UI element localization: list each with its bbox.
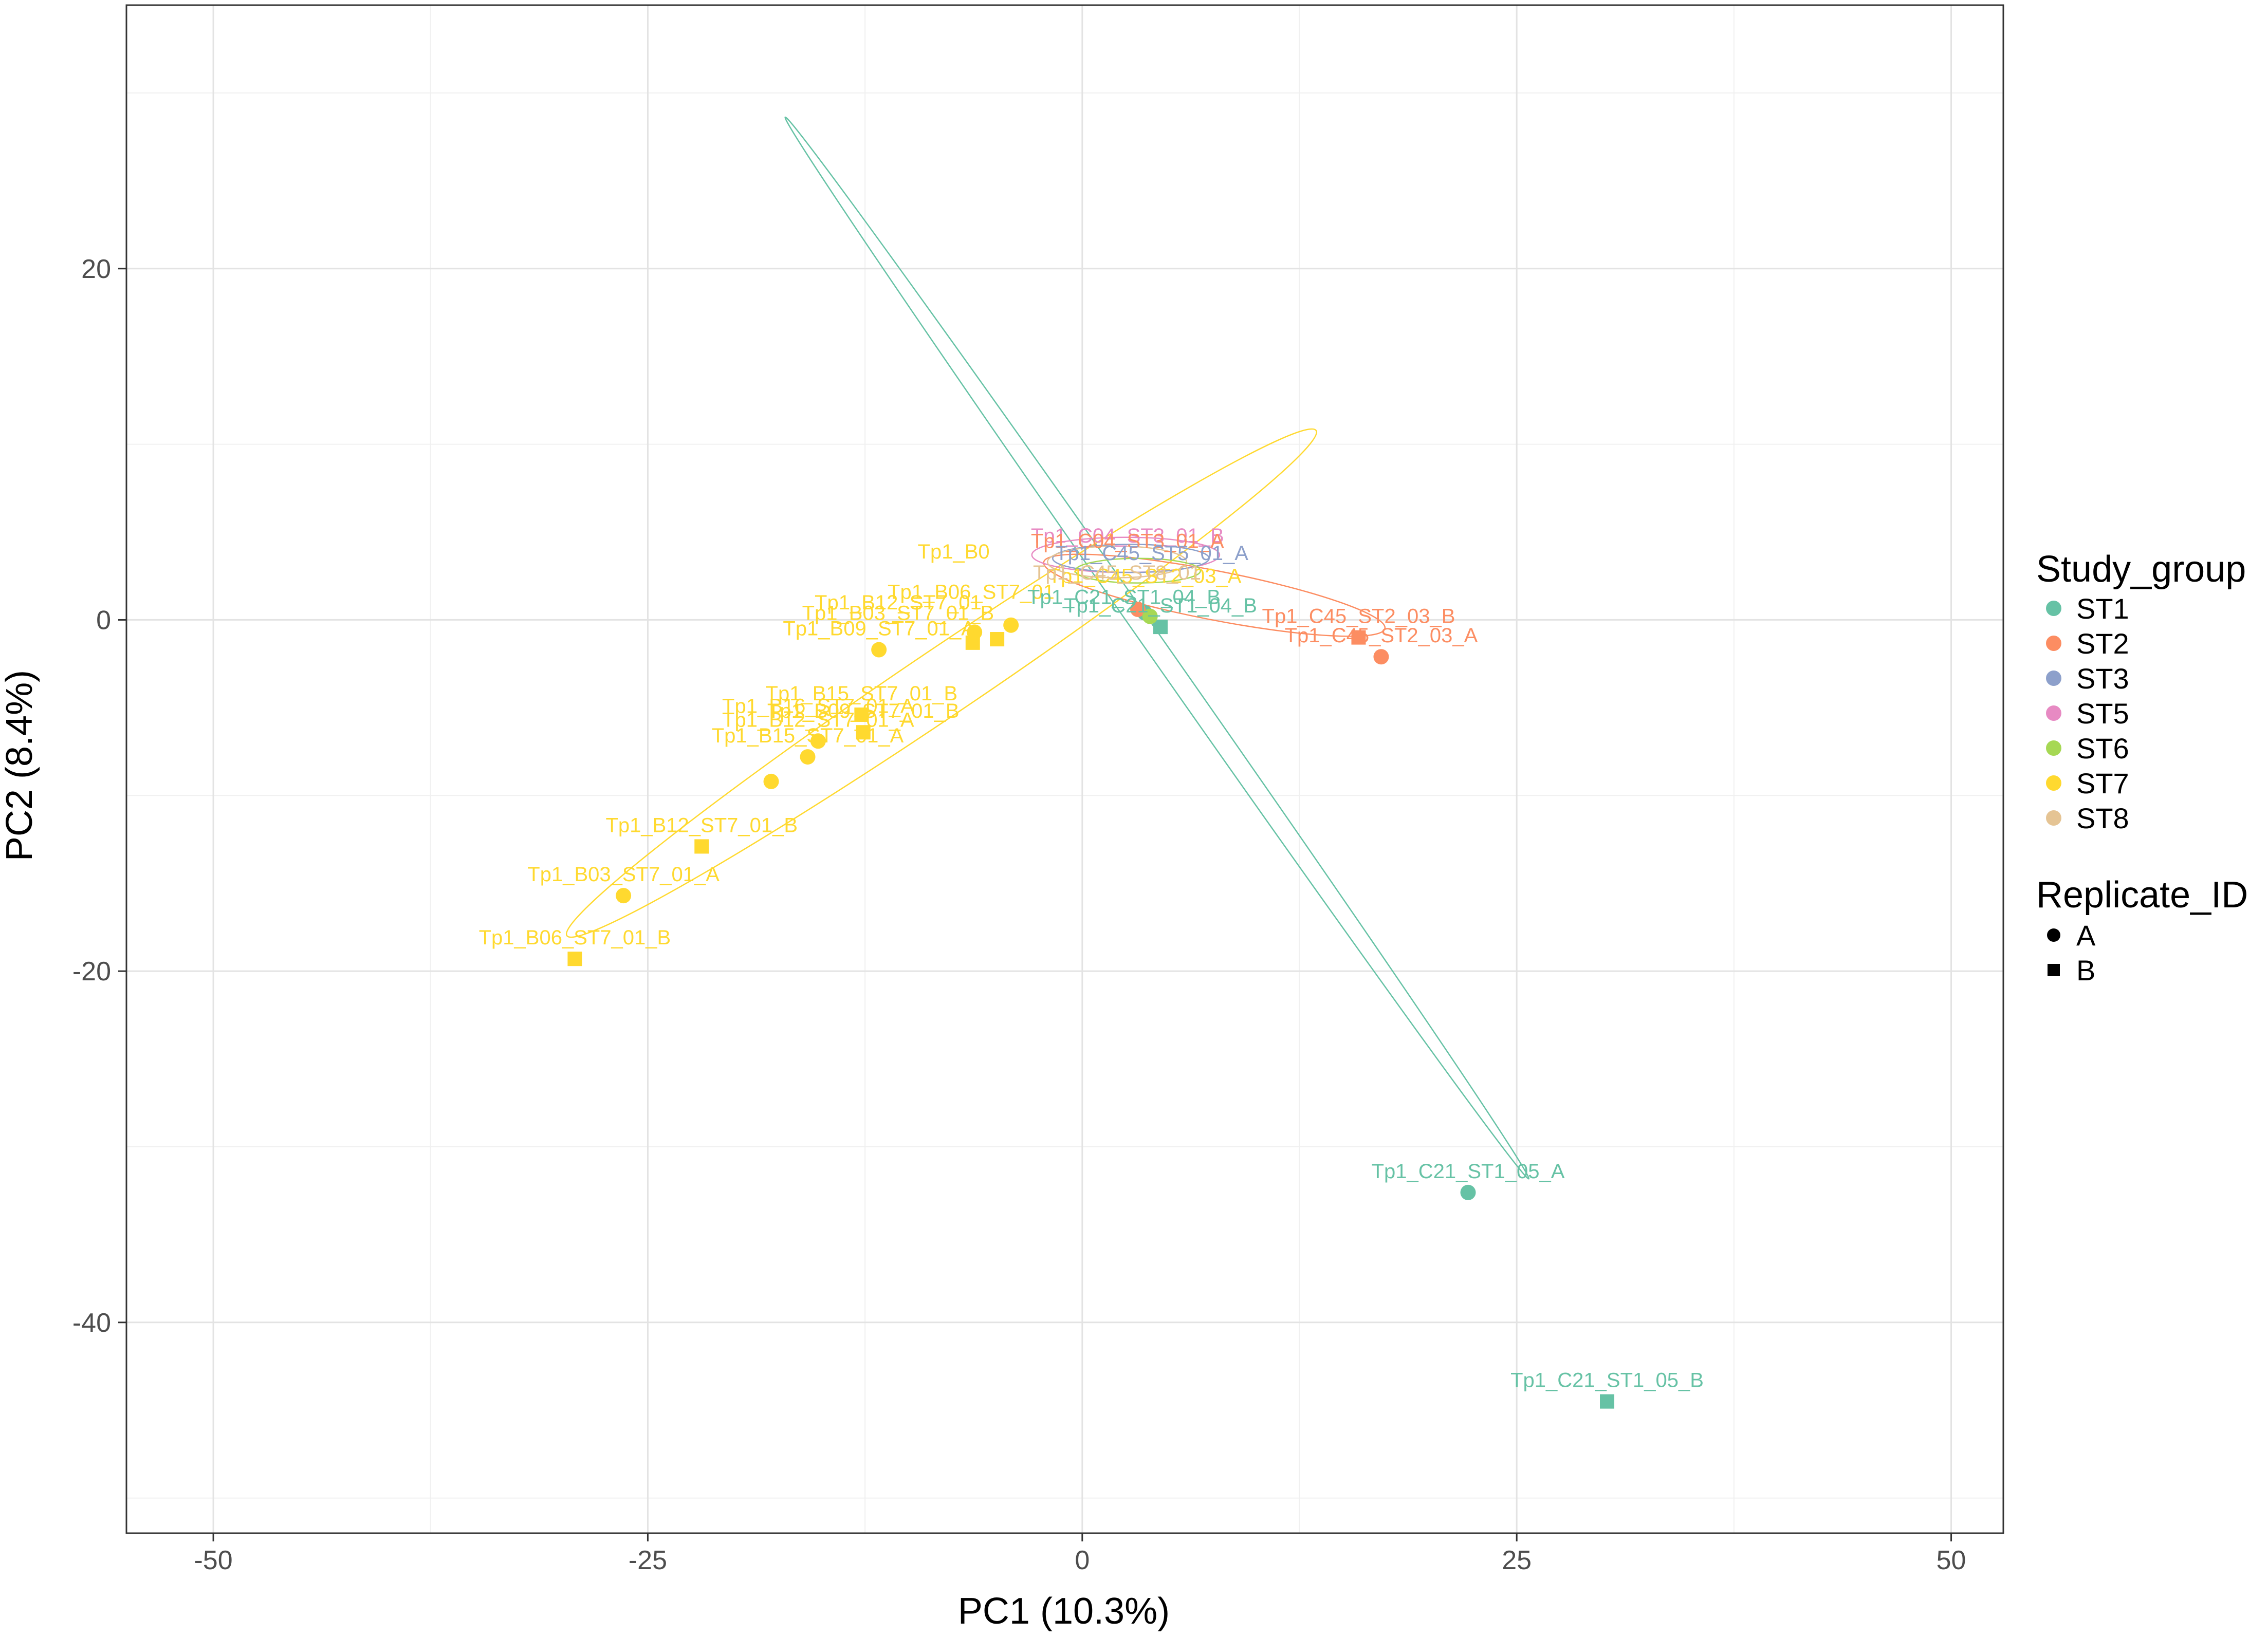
data-point-square — [856, 725, 871, 740]
cluster-label: Tp1_C04_ST3_01_A — [1031, 530, 1224, 552]
ellipse-st7 — [565, 428, 1317, 938]
data-points — [567, 601, 1615, 1409]
point-label: Tp1_B12_ST7_01_B — [605, 814, 798, 836]
data-point-circle — [967, 624, 983, 640]
axes: -50 -25 0 25 50 -40 -20 0 20 — [72, 254, 1966, 1575]
cluster-label: Tp1_C45_ST8_01 — [1033, 562, 1201, 584]
cluster-label: Tp1_C04_ST3_01_B — [1031, 525, 1224, 547]
data-point-square — [1153, 620, 1168, 635]
data-point-circle — [616, 888, 632, 904]
data-point-square — [1600, 1394, 1615, 1409]
cluster-label: Tp1_C21_ST1_04_B — [1027, 586, 1221, 609]
legend-label: ST8 — [2076, 802, 2129, 834]
grid-lines — [126, 5, 2003, 1533]
cluster-label: Tp1_B12_ST7_01 — [815, 591, 982, 614]
data-point-square — [854, 708, 869, 722]
legend-label: ST5 — [2076, 697, 2129, 730]
legend-label: ST3 — [2076, 662, 2129, 695]
legend-label: ST6 — [2076, 732, 2129, 765]
data-point-square — [694, 839, 709, 854]
plot-panel-border — [125, 4, 2004, 1534]
point-label: Tp1_B06_ST7_01_B — [479, 926, 671, 949]
data-point-circle — [1003, 617, 1019, 633]
point-label: Tp1_C45_ST2_03_B — [1262, 605, 1455, 628]
data-point-circle — [810, 733, 826, 749]
ellipse-st8 — [1046, 545, 1187, 579]
x-tick-label: 25 — [1502, 1546, 1532, 1575]
y-tick-label: 0 — [96, 605, 111, 635]
cluster-label: Tp1_B06_ST7_01 — [888, 581, 1055, 603]
data-point-square — [990, 632, 1005, 647]
y-axis-title: PC2 (8.4%) — [0, 670, 40, 861]
x-tick-label: -25 — [629, 1546, 667, 1575]
data-point-circle — [763, 773, 779, 789]
point-labels: Tp1_C21_ST1_05_A Tp1_C21_ST1_05_B Tp1_C21_… — [479, 525, 1704, 1392]
data-point-circle — [871, 642, 887, 658]
data-point-circle — [800, 749, 816, 765]
legend-color-title: Study_group — [2036, 549, 2246, 590]
ellipse-st3 — [1052, 544, 1210, 573]
legend-circle-icon — [2047, 928, 2060, 942]
legend-swatch-st1 — [2046, 601, 2061, 616]
legend-label: B — [2076, 954, 2095, 986]
data-point-circle — [1130, 601, 1146, 617]
x-tick-label: -50 — [194, 1546, 232, 1575]
confidence-ellipses — [565, 116, 1530, 1180]
point-label: Tp1_C21_ST1_05_B — [1510, 1369, 1704, 1392]
point-label: Tp1_C21_ST1_05_A — [1372, 1160, 1565, 1183]
x-tick-label: 0 — [1075, 1546, 1090, 1575]
x-axis-title: PC1 (10.3%) — [958, 1591, 1170, 1632]
point-label: Tp1_B15_ST7_01_A — [712, 724, 904, 747]
x-tick-label: 50 — [1937, 1546, 1966, 1575]
data-point-circle — [1373, 649, 1389, 665]
y-tick-label: -20 — [72, 957, 111, 986]
y-tick-label: 20 — [81, 254, 111, 284]
point-label: Tp1_B03_ST7_01_A — [527, 863, 720, 886]
ellipse-st1 — [784, 116, 1530, 1180]
legend-shape-items: AB — [2047, 919, 2096, 986]
legend-label: ST1 — [2076, 592, 2129, 625]
legend-label: A — [2076, 919, 2096, 952]
cluster-label: Tp1_B16_ST7_01_A — [722, 695, 914, 718]
legend-swatch-st3 — [2046, 671, 2061, 686]
point-label: Tp1_C21_ST1_04_B — [1064, 594, 1257, 617]
legend-square-icon — [2048, 964, 2060, 976]
point-label: Tp1_B12_ST7_01_A — [722, 709, 914, 731]
legend-label: ST2 — [2076, 627, 2129, 660]
y-tick-label: -40 — [72, 1308, 111, 1338]
legend-swatch-st5 — [2046, 705, 2061, 721]
cluster-label: Tp1_C45_ST5_01_A — [1055, 542, 1248, 565]
cluster-label: Tp1_B03_ST7_01_B — [802, 602, 994, 624]
point-label: Tp1_B09_ST7_01_B — [767, 700, 960, 722]
legend-shape-title: Replicate_ID — [2036, 874, 2248, 916]
cluster-label: Tp1_C45_ST2_03_A — [1048, 565, 1242, 588]
legend-swatch-st2 — [2046, 636, 2061, 651]
data-point-circle — [1460, 1184, 1476, 1200]
data-point-square — [1351, 630, 1366, 645]
ellipse-st2 — [1043, 553, 1386, 637]
data-point-square — [567, 952, 582, 966]
ellipse-st6 — [1075, 557, 1202, 584]
point-label: Tp1_B09_ST7_01_A — [783, 618, 975, 640]
legend-swatch-st8 — [2046, 810, 2061, 826]
point-label: Tp1_B15_ST7_01_B — [766, 682, 958, 705]
legend-swatch-st7 — [2046, 775, 2061, 791]
data-point-circle — [1142, 608, 1158, 624]
legend-label: ST7 — [2076, 767, 2129, 799]
cluster-label: Tp1_B0 — [918, 541, 990, 563]
point-label: Tp1_C45_ST2_03_A — [1285, 624, 1478, 647]
legend-swatch-st6 — [2046, 740, 2061, 756]
